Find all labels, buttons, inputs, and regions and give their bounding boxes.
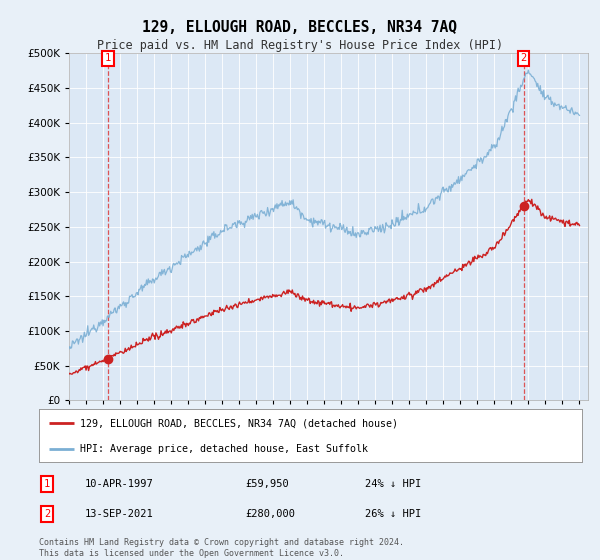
Text: 129, ELLOUGH ROAD, BECCLES, NR34 7AQ: 129, ELLOUGH ROAD, BECCLES, NR34 7AQ — [143, 20, 458, 35]
Text: 1: 1 — [44, 479, 50, 489]
Text: 26% ↓ HPI: 26% ↓ HPI — [365, 509, 421, 519]
Text: HPI: Average price, detached house, East Suffolk: HPI: Average price, detached house, East… — [80, 444, 368, 454]
Text: 13-SEP-2021: 13-SEP-2021 — [85, 509, 154, 519]
Text: 10-APR-1997: 10-APR-1997 — [85, 479, 154, 489]
Text: 2: 2 — [520, 53, 527, 63]
Text: 2: 2 — [44, 509, 50, 519]
Text: 1: 1 — [104, 53, 111, 63]
Text: 24% ↓ HPI: 24% ↓ HPI — [365, 479, 421, 489]
Text: 129, ELLOUGH ROAD, BECCLES, NR34 7AQ (detached house): 129, ELLOUGH ROAD, BECCLES, NR34 7AQ (de… — [80, 418, 398, 428]
Text: Contains HM Land Registry data © Crown copyright and database right 2024.
This d: Contains HM Land Registry data © Crown c… — [39, 538, 404, 558]
Text: £59,950: £59,950 — [245, 479, 289, 489]
Text: Price paid vs. HM Land Registry's House Price Index (HPI): Price paid vs. HM Land Registry's House … — [97, 39, 503, 52]
Text: £280,000: £280,000 — [245, 509, 295, 519]
